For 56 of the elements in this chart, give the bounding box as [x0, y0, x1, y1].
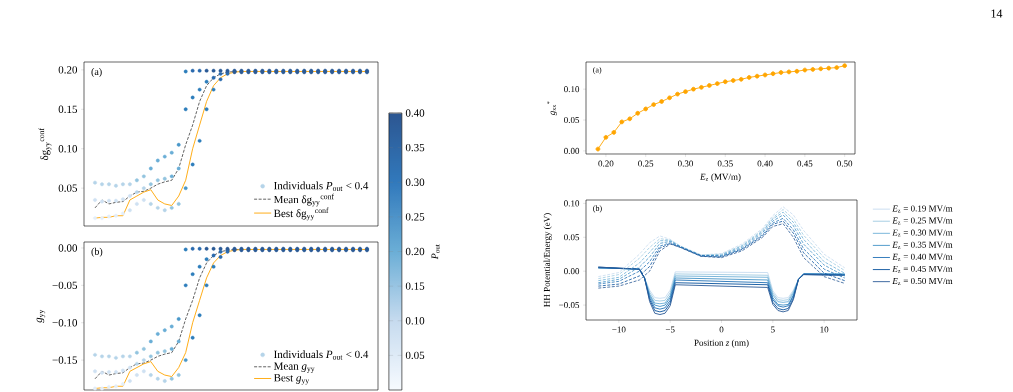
y-tick-label: −0.10: [52, 319, 78, 327]
y-tick-label: 0.05: [564, 116, 580, 124]
text: 14: [991, 9, 1003, 18]
x-tick-label: 10: [820, 326, 829, 333]
x-tick-label: 0.30: [677, 160, 694, 167]
color-bar-label: 0.40: [405, 109, 425, 117]
color-bar-label: 0.20: [405, 247, 425, 256]
y-tick-label: 0.10: [58, 145, 78, 153]
color-bar-label: 0.05: [405, 351, 425, 360]
legend-label: E$_{z}$ = 0.30 MV/m: [892, 229, 953, 237]
annotation: (b): [593, 205, 602, 213]
legend-label: Best g$_{yy}$: [273, 374, 310, 385]
x-tick-label: −10: [612, 326, 626, 333]
y-tick-label: 0.00: [564, 268, 580, 275]
y-axis-title: g$_{yy}$: [36, 309, 46, 323]
legend-label: Individuals P$_{out}$ < 0.4: [274, 181, 369, 191]
y-tick-label: 0.15: [58, 105, 78, 114]
y-axis-title: HH Potential/Energy (eV): [543, 213, 552, 307]
y-tick-label: −0.15: [52, 356, 78, 364]
y-tick-label: 0.10: [564, 86, 580, 93]
color-bar-label: 0.35: [405, 143, 425, 152]
x-tick-label: 0.45: [797, 160, 813, 167]
annotation: (b): [91, 247, 103, 257]
x-tick-label: 0: [719, 326, 724, 333]
legend-label: E$_{z}$ = 0.25 MV/m: [892, 217, 953, 225]
y-tick-label: 0.05: [564, 234, 580, 241]
annotation: (a): [91, 67, 102, 78]
y-tick-label: 0.10: [564, 200, 580, 207]
x-axis-title: Position z (nm): [694, 339, 749, 348]
y-tick-label: −0.05: [52, 281, 78, 290]
x-tick-label: 0.35: [717, 160, 733, 167]
legend-label: E$_{z}$ = 0.45 MV/m: [892, 265, 953, 273]
legend-label: Individuals P$_{out}$ < 0.4: [274, 350, 369, 360]
color-bar-label: 0.15: [405, 282, 425, 290]
x-tick-label: −5: [665, 326, 675, 333]
color-bar-title: P$_{out}$: [431, 244, 440, 260]
legend-label: E$_{z}$ = 0.40 MV/m: [892, 253, 953, 261]
x-tick-label: 0.50: [837, 160, 853, 167]
legend-label: Mean g$_{yy}$: [273, 362, 315, 373]
x-axis-title: E$_{z}$ (MV/m): [699, 173, 741, 182]
legend-label: E$_{z}$ = 0.35 MV/m: [892, 241, 953, 249]
legend-label: E$_{z}$ = 0.19 MV/m: [892, 205, 953, 213]
color-bar-label: 0.10: [405, 317, 425, 325]
x-tick-label: 5: [771, 326, 775, 333]
color-bar-label: 0.25: [405, 213, 425, 221]
y-tick-label: −0.05: [559, 302, 580, 309]
color-bar-label: 0.30: [405, 178, 425, 186]
x-tick-label: 0.40: [757, 160, 773, 167]
y-tick-label: 0.00: [564, 147, 580, 154]
annotation: (a): [593, 66, 602, 75]
y-tick-label: 0.00: [58, 244, 78, 252]
x-tick-label: 0.20: [598, 160, 614, 167]
legend-label: E$_{z}$ = 0.50 MV/m: [892, 277, 953, 285]
y-tick-label: 0.05: [58, 184, 78, 192]
y-tick-label: 0.20: [58, 66, 78, 74]
x-tick-label: 0.25: [638, 160, 654, 167]
